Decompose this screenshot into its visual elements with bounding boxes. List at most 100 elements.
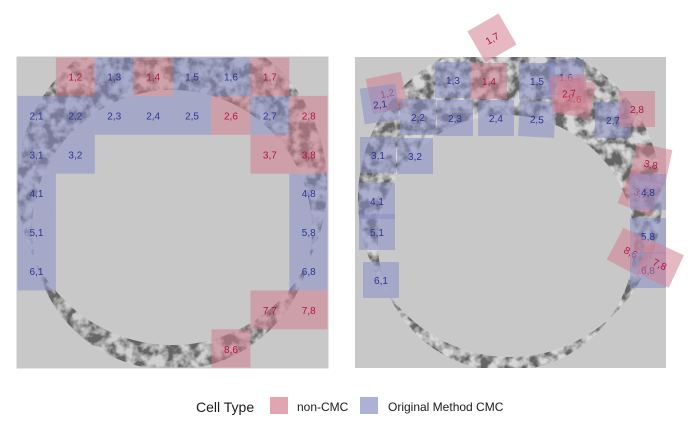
left-tile-4-1: 4,1 bbox=[17, 173, 56, 213]
right-tile-2-7: 2,7 bbox=[549, 73, 589, 113]
left-tile-rect bbox=[289, 251, 328, 291]
right-tile-label: 1,4 bbox=[482, 77, 496, 88]
left-tile-3-1: 3,1 bbox=[17, 134, 56, 174]
right-tile-4-1: 4,1 bbox=[359, 183, 395, 219]
left-tile-label: 4,1 bbox=[29, 189, 43, 200]
legend-swatch-original-cmc bbox=[360, 397, 378, 414]
left-tile-2-7: 2,7 bbox=[250, 95, 290, 135]
left-tile-label: 2,2 bbox=[68, 111, 82, 122]
right-tile-1-3: 1,3 bbox=[435, 62, 471, 98]
left-tile-rect bbox=[211, 95, 251, 135]
right-tile-1-7: 1,7 bbox=[467, 13, 517, 63]
left-tile-label: 6,8 bbox=[302, 267, 316, 278]
legend-title: Cell Type bbox=[196, 399, 254, 415]
legend: Cell Type non-CMC Original Method CMC bbox=[196, 397, 504, 415]
left-tile-rect bbox=[289, 173, 328, 213]
right-tile-rect bbox=[619, 91, 655, 127]
left-tile-1-7: 1,7 bbox=[250, 57, 290, 96]
right-tile-2-3: 2,3 bbox=[437, 100, 473, 136]
left-tile-label: 3,8 bbox=[302, 150, 316, 161]
left-tile-8-6: 8,6 bbox=[211, 329, 251, 368]
left-tile-label: 3,7 bbox=[263, 150, 277, 161]
right-tile-label: 3,1 bbox=[371, 151, 385, 162]
right-tile-label: 2,1 bbox=[373, 99, 389, 112]
left-tile-rect bbox=[289, 212, 328, 252]
left-tile-rect bbox=[211, 329, 251, 368]
right-tile-3-2: 3,2 bbox=[397, 138, 433, 174]
left-tile-1-2: 1,2 bbox=[55, 57, 95, 96]
right-tile-label: 5,8 bbox=[641, 232, 655, 243]
left-tile-label: 2,8 bbox=[302, 111, 316, 122]
right-tile-2-5: 2,5 bbox=[518, 100, 556, 138]
left-tile-label: 1,3 bbox=[107, 72, 121, 83]
left-tile-rect bbox=[55, 134, 95, 174]
left-tile-label: 1,7 bbox=[263, 72, 277, 83]
right-tile-rect bbox=[549, 73, 589, 113]
right-tile-rect bbox=[397, 138, 433, 174]
left-tile-rect bbox=[17, 95, 56, 135]
left-tile-2-8: 2,8 bbox=[289, 95, 328, 135]
left-tile-1-6: 1,6 bbox=[211, 57, 251, 96]
right-tile-rect bbox=[435, 62, 471, 98]
left-tile-rect bbox=[55, 95, 95, 135]
right-tile-7-8: 7,8 bbox=[636, 240, 684, 288]
right-tile-5-1: 5,1 bbox=[359, 214, 395, 250]
right-tile-2-8: 2,8 bbox=[619, 91, 655, 127]
left-tile-2-4: 2,4 bbox=[133, 95, 173, 135]
right-tile-label: 2,4 bbox=[489, 114, 503, 125]
right-tile-rect bbox=[359, 83, 401, 125]
left-tile-rect bbox=[289, 134, 328, 174]
right-tile-rect bbox=[363, 262, 399, 298]
right-tile-label: 3,2 bbox=[408, 152, 422, 163]
left-tile-6-1: 6,1 bbox=[17, 251, 56, 291]
right-tile-2-2: 2,2 bbox=[400, 99, 436, 135]
left-tile-rect bbox=[250, 95, 290, 135]
left-tile-rect bbox=[17, 173, 56, 213]
right-tile-2-1: 2,1 bbox=[359, 83, 401, 125]
left-tile-1-4: 1,4 bbox=[133, 57, 173, 96]
right-tile-label: 2,7 bbox=[606, 116, 620, 127]
left-tile-label: 2,1 bbox=[29, 111, 43, 122]
left-tile-label: 2,3 bbox=[107, 111, 121, 122]
right-tile-rect bbox=[437, 100, 473, 136]
right-tile-label: 4,8 bbox=[641, 188, 655, 199]
right-tile-label: 2,2 bbox=[411, 113, 425, 124]
left-tile-rect bbox=[172, 95, 212, 135]
left-tile-5-1: 5,1 bbox=[17, 212, 56, 252]
left-tile-rect bbox=[172, 57, 212, 96]
left-tile-rect bbox=[94, 95, 134, 135]
left-tile-2-1: 2,1 bbox=[17, 95, 56, 135]
left-tile-3-7: 3,7 bbox=[250, 134, 290, 174]
left-tile-4-8: 4,8 bbox=[289, 173, 328, 213]
left-tile-2-3: 2,3 bbox=[94, 95, 134, 135]
right-tile-label: 6,1 bbox=[374, 276, 388, 287]
left-tile-1-5: 1,5 bbox=[172, 57, 212, 96]
left-tile-label: 5,1 bbox=[29, 228, 43, 239]
right-tile-2-4: 2,4 bbox=[478, 100, 514, 136]
right-tile-rect bbox=[630, 174, 666, 210]
left-tile-label: 2,4 bbox=[146, 111, 160, 122]
left-tile-3-8: 3,8 bbox=[289, 134, 328, 174]
right-tile-label: 7,8 bbox=[651, 257, 669, 273]
left-tile-rect bbox=[250, 134, 290, 174]
right-tile-rect bbox=[359, 214, 395, 250]
right-tile-1-4: 1,4 bbox=[471, 63, 507, 99]
left-tile-label: 1,4 bbox=[146, 72, 160, 83]
left-tile-label: 1,6 bbox=[224, 72, 238, 83]
right-tile-rect bbox=[478, 100, 514, 136]
right-tile-3-1: 3,1 bbox=[360, 137, 396, 173]
left-tile-rect bbox=[211, 57, 251, 96]
left-tile-rect bbox=[133, 57, 173, 96]
left-tile-7-8: 7,8 bbox=[289, 290, 328, 330]
panel-left-tiles: 1,2 1,3 1,4 1,5 1,6 1,7 2,1 2,2 2,3 2,4 2,5 2,6 2,7 2… bbox=[17, 57, 328, 368]
right-tile-label: 1,5 bbox=[530, 77, 544, 88]
legend-label-non-cmc: non-CMC bbox=[297, 400, 349, 414]
left-tile-rect bbox=[250, 57, 290, 96]
right-tile-4-8: 4,8 bbox=[630, 174, 666, 210]
left-tile-6-8: 6,8 bbox=[289, 251, 328, 291]
left-tile-label: 2,5 bbox=[185, 111, 199, 122]
left-tile-label: 2,6 bbox=[224, 111, 238, 122]
left-tile-label: 1,5 bbox=[185, 72, 199, 83]
left-tile-label: 4,8 bbox=[302, 189, 316, 200]
